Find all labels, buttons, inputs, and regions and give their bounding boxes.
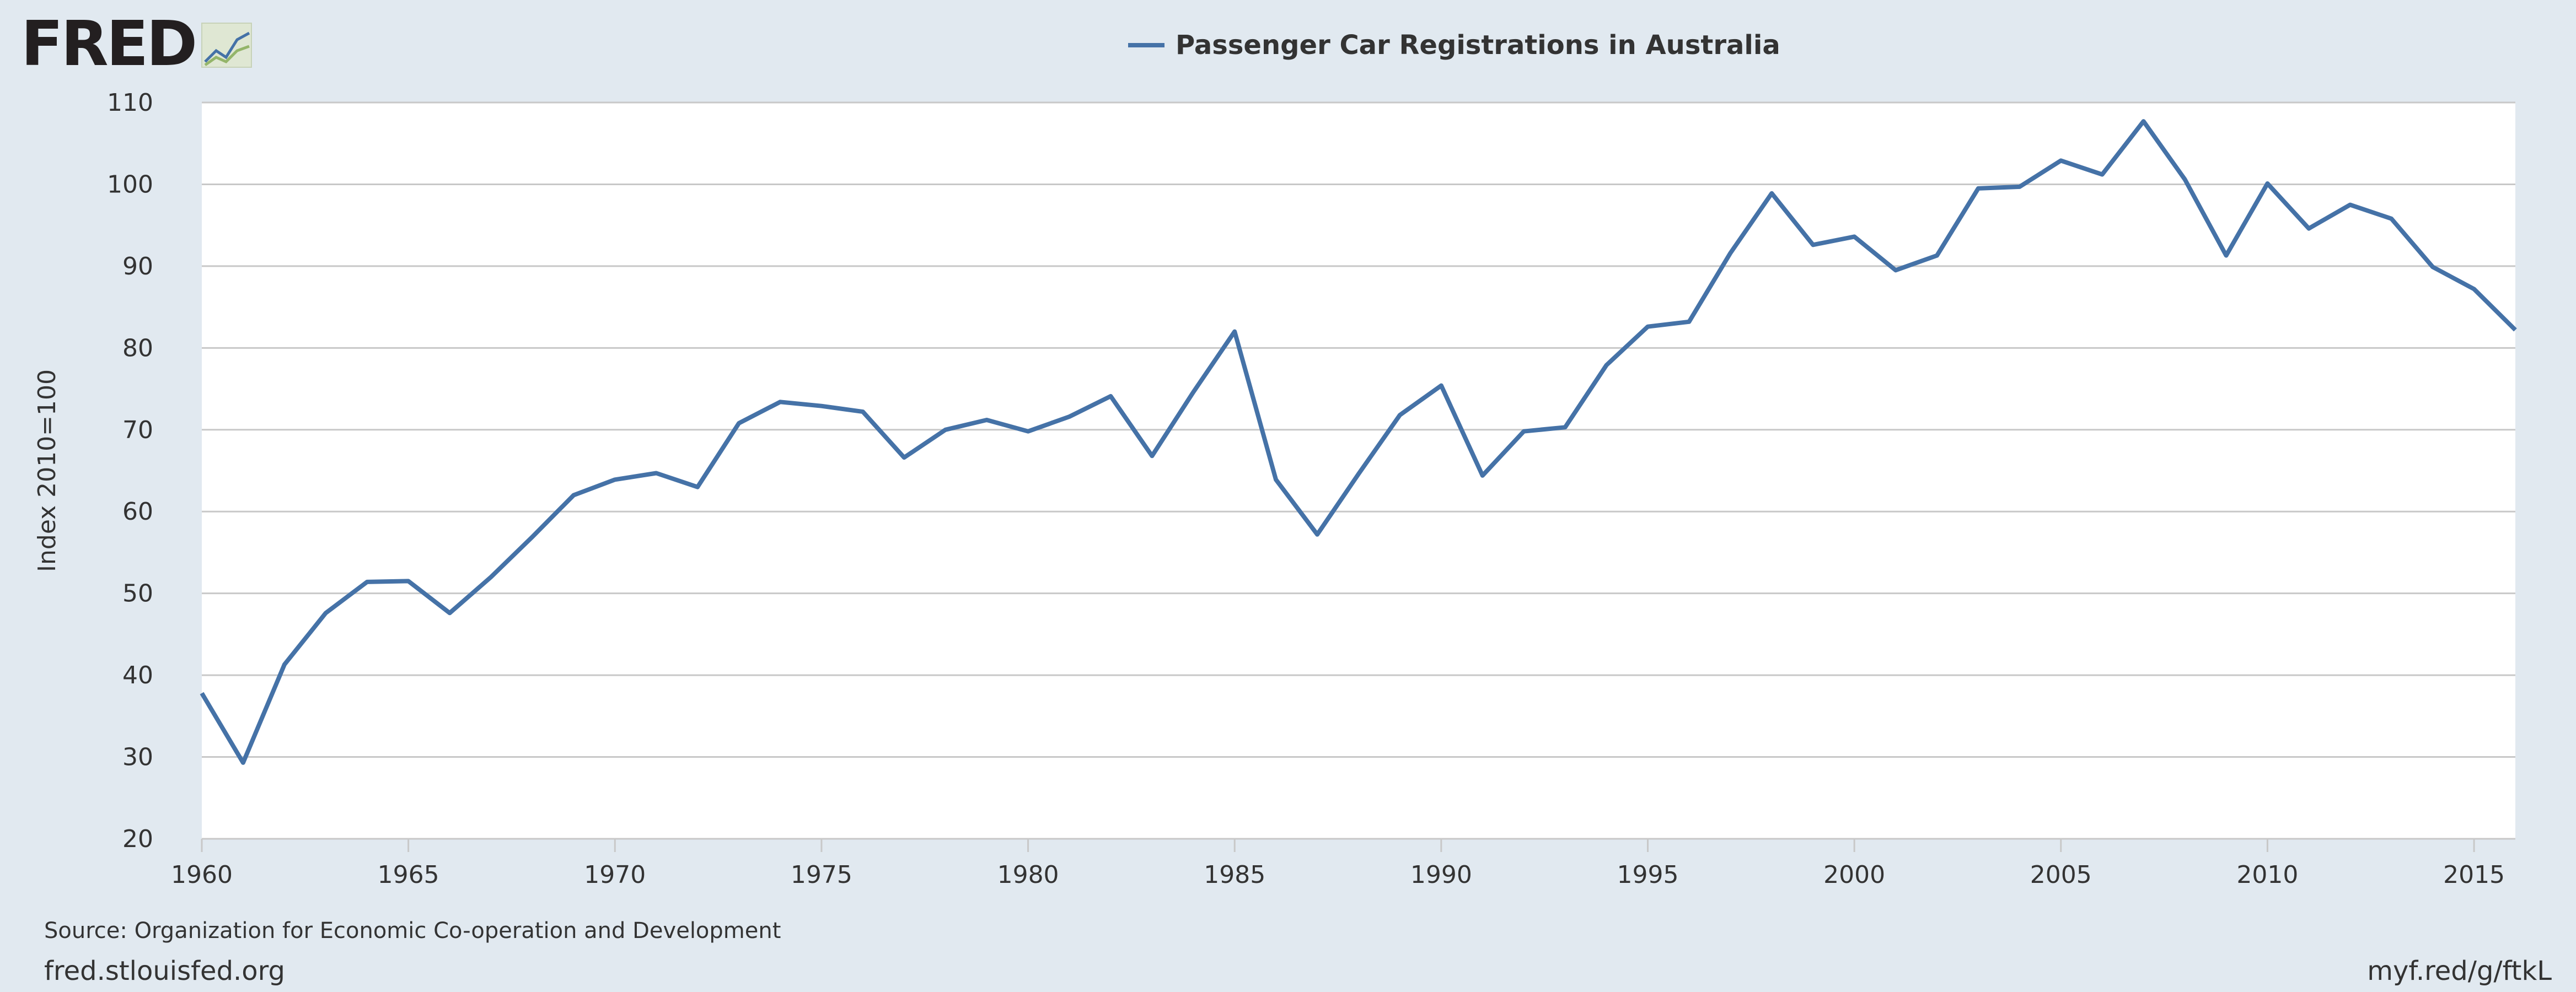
x-tick-label: 1970	[584, 861, 646, 889]
series-line	[200, 119, 2517, 765]
y-tick-label: 90	[122, 252, 153, 281]
x-tick-label: 1975	[791, 861, 852, 889]
y-tick-label: 80	[122, 334, 153, 362]
y-tick-label: 100	[107, 170, 153, 198]
y-tick-label: 20	[122, 825, 153, 853]
y-tick-label: 40	[122, 661, 153, 689]
x-tick-label: 1960	[171, 861, 233, 889]
y-tick-label: 110	[107, 89, 153, 117]
y-tick-label: 70	[122, 416, 153, 444]
source-note: Source: Organization for Economic Co-ope…	[44, 918, 781, 944]
y-tick-label: 50	[122, 580, 153, 608]
fred-logo[interactable]: FRED	[21, 8, 252, 80]
x-tick-label: 2000	[1823, 861, 1885, 889]
series-group	[200, 119, 2517, 765]
x-tick-label: 2010	[2236, 861, 2298, 889]
x-tick-label: 1995	[1617, 861, 1679, 889]
x-tick-label: 2005	[2030, 861, 2092, 889]
y-tick-label: 30	[122, 743, 153, 772]
x-tick-label: 1985	[1204, 861, 1265, 889]
x-tick-label: 1980	[997, 861, 1059, 889]
x-tick-label: 2015	[2443, 861, 2505, 889]
gridlines	[202, 101, 2515, 758]
y-axis: 20 30 40 50 60 70 80 90 100 110	[107, 89, 153, 853]
x-tick-label: 1965	[378, 861, 439, 889]
legend: Passenger Car Registrations in Australia	[1128, 30, 1780, 61]
trend-chart-icon	[201, 23, 252, 68]
site-url[interactable]: fred.stlouisfed.org	[44, 956, 286, 986]
legend-label: Passenger Car Registrations in Australia	[1176, 30, 1780, 61]
x-tick-label: 1990	[1410, 861, 1472, 889]
y-axis-title: Index 2010=100	[33, 369, 61, 572]
logo-text: FRED	[21, 8, 195, 80]
y-tick-label: 60	[122, 498, 153, 526]
short-link[interactable]: myf.red/g/ftkL	[2367, 956, 2552, 986]
x-axis: 1960 1965 1970 1975 1980 1985 1990 1995 2000 2005…	[171, 839, 2505, 889]
